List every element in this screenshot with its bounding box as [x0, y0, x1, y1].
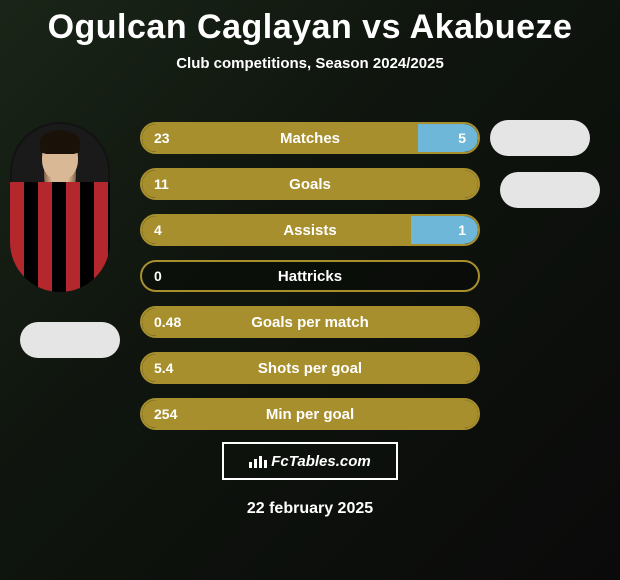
avatar-hair: [40, 130, 80, 154]
comparison-bars: 235Matches 11Goals 41Assists 0Hattricks 0.48…: [140, 122, 480, 444]
stat-label: Goals per match: [142, 308, 478, 336]
stat-label: Goals: [142, 170, 478, 198]
footer-logo: FcTables.com: [222, 442, 398, 480]
stat-label: Assists: [142, 216, 478, 244]
team-logo-pill-right-2: [500, 172, 600, 208]
stat-row: 235Matches: [140, 122, 480, 154]
stat-row: 41Assists: [140, 214, 480, 246]
footer-logo-text: FcTables.com: [271, 453, 370, 470]
stat-row: 0.48Goals per match: [140, 306, 480, 338]
content-root: Ogulcan Caglayan vs Akabueze Club compet…: [0, 0, 620, 580]
page-title: Ogulcan Caglayan vs Akabueze: [0, 0, 620, 47]
page-subtitle: Club competitions, Season 2024/2025: [0, 55, 620, 72]
stat-row: 5.4Shots per goal: [140, 352, 480, 384]
team-logo-pill-right-1: [490, 120, 590, 156]
stat-label: Min per goal: [142, 400, 478, 428]
team-logo-pill-left: [20, 322, 120, 358]
stat-row: 254Min per goal: [140, 398, 480, 430]
footer-date: 22 february 2025: [0, 500, 620, 518]
avatar-jersey: [10, 182, 110, 292]
stat-row: 11Goals: [140, 168, 480, 200]
player-avatar-left: [10, 122, 110, 292]
stat-label: Matches: [142, 124, 478, 152]
stat-label: Hattricks: [142, 262, 478, 290]
stat-row: 0Hattricks: [140, 260, 480, 292]
stat-label: Shots per goal: [142, 354, 478, 382]
chart-icon: [249, 454, 267, 468]
